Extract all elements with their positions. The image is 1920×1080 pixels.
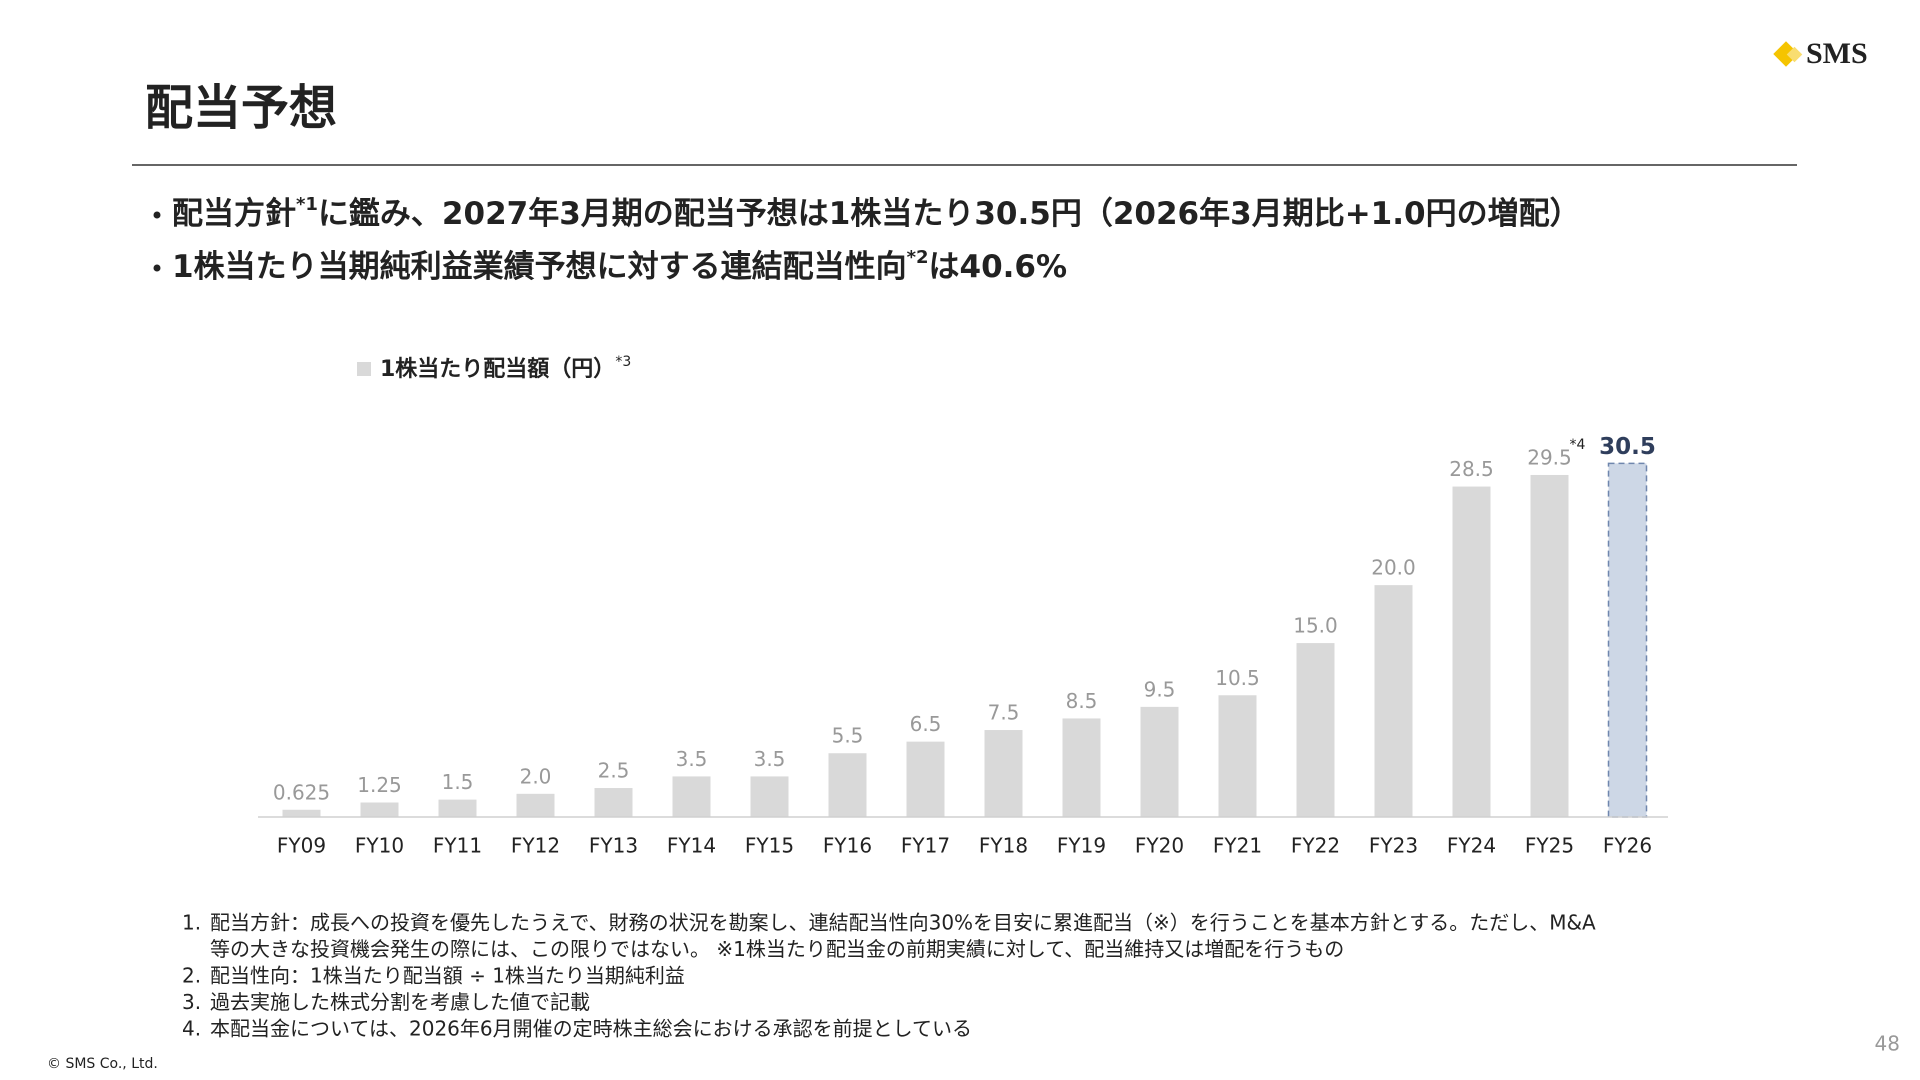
x-tick-label: FY19 [1057, 834, 1106, 858]
page-number: 48 [1875, 1032, 1900, 1056]
footnote-number: 3. [182, 990, 201, 1014]
x-tick-label: FY12 [511, 834, 560, 858]
legend-label: 1株当たり配当額（円）*3 [380, 354, 631, 382]
x-tick-label: FY11 [433, 834, 482, 858]
bar [594, 788, 633, 817]
bar [282, 809, 321, 817]
value-label: 2.5 [598, 759, 630, 783]
bullet-segment: に鑑み、2027年3月期の配当予想は1株当たり30.5円（2026年3月期比+1… [318, 196, 1581, 232]
bar [1530, 474, 1569, 817]
legend-name: 1株当たり配当額（円） [380, 356, 615, 382]
bar [1607, 462, 1648, 818]
copyright: © SMS Co., Ltd. [47, 1056, 158, 1072]
bullet-segment: 配当方針 [172, 196, 296, 232]
bar [438, 799, 477, 817]
bar [906, 741, 945, 817]
bar [984, 730, 1023, 817]
x-tick-label: FY24 [1447, 834, 1496, 858]
value-label: 29.5 [1527, 445, 1572, 469]
footnote-number: 4. [182, 1017, 201, 1041]
bar [1296, 643, 1335, 817]
bullets: 配当方針*1に鑑み、2027年3月期の配当予想は1株当たり30.5円（2026年… [153, 194, 1581, 285]
x-tick-label: FY13 [589, 834, 638, 858]
logo-text: SMS [1806, 37, 1868, 70]
value-label: 10.5 [1215, 666, 1260, 690]
footnotes: 1. 配当方針：成長への投資を優先したうえで、財務の状況を勘案し、連結配当性向30… [182, 911, 1596, 1041]
value-label: 0.625 [273, 780, 330, 804]
bar [1452, 486, 1491, 817]
bullet-segment: は40.6% [929, 249, 1068, 285]
value-label: 30.5 [1599, 434, 1656, 460]
bar [1062, 718, 1101, 817]
x-tick-label: FY18 [979, 834, 1028, 858]
value-label: 1.25 [357, 773, 402, 797]
superscript: *3 [615, 354, 631, 370]
bar [828, 753, 867, 817]
x-tick-label: FY25 [1525, 834, 1574, 858]
logo-diamond [1786, 46, 1803, 63]
bar [750, 776, 789, 817]
bar [360, 802, 399, 817]
chart: 1株当たり配当額（円）*3 0.625 1.25 1.5 2.0 2.5 3.5 3.5 5.5… [258, 354, 1668, 858]
bullet-text: 1株当たり当期純利益業績予想に対する連結配当性向*2は40.6% [172, 247, 1067, 284]
footnote-text: 配当方針：成長への投資を優先したうえで、財務の状況を勘案し、連結配当性向30%を… [210, 911, 1596, 935]
footnote-text: 本配当金については、2026年6月開催の定時株主総会における承認を前提としている [210, 1017, 972, 1041]
x-tick-label: FY17 [901, 834, 950, 858]
legend-swatch [357, 362, 371, 376]
slide-title: 配当予想 [145, 80, 337, 136]
x-tick-label: FY26 [1603, 834, 1652, 858]
bar [1140, 706, 1179, 817]
value-label: 6.5 [910, 712, 942, 736]
footnote-text: 配当性向：1株当たり配当額 ÷ 1株当たり当期純利益 [210, 964, 685, 988]
value-label: 7.5 [988, 701, 1020, 725]
x-tick-label: FY23 [1369, 834, 1418, 858]
x-tick-label: FY14 [667, 834, 716, 858]
bullet-dot [153, 211, 161, 219]
bar [672, 776, 711, 817]
value-label: 1.5 [442, 770, 474, 794]
bar [516, 793, 555, 817]
value-label: 9.5 [1144, 677, 1176, 701]
x-tick-label: FY09 [277, 834, 326, 858]
value-label: 20.0 [1371, 556, 1416, 580]
x-tick-label: FY10 [355, 834, 404, 858]
value-label: 2.0 [520, 764, 552, 788]
bullet-segment: 1株当たり当期純利益業績予想に対する連結配当性向 [172, 249, 907, 285]
value-label: 8.5 [1066, 689, 1098, 713]
footnote-number: 2. [182, 964, 201, 988]
value-label: 3.5 [676, 747, 708, 771]
bar [1218, 695, 1257, 817]
footnote-number: 1. [182, 911, 201, 935]
annotation: *4 [1570, 437, 1586, 453]
x-tick-label: FY22 [1291, 834, 1340, 858]
superscript: *2 [907, 247, 929, 268]
superscript: *1 [296, 194, 318, 215]
x-tick-label: FY16 [823, 834, 872, 858]
value-label: 3.5 [754, 747, 786, 771]
footnote-text: 過去実施した株式分割を考慮した値で記載 [210, 990, 590, 1014]
bar [1374, 585, 1413, 817]
x-tick-label: FY21 [1213, 834, 1262, 858]
bullet-text: 配当方針*1に鑑み、2027年3月期の配当予想は1株当たり30.5円（2026年… [172, 194, 1581, 231]
value-label: 5.5 [832, 724, 864, 748]
value-label: 15.0 [1293, 614, 1338, 638]
x-tick-label: FY15 [745, 834, 794, 858]
footnote-text: 等の大きな投資機会発生の際には、この限りではない。 ※1株当たり配当金の前期実績… [210, 937, 1344, 961]
value-label: 28.5 [1449, 457, 1494, 481]
bullet-dot [153, 264, 161, 272]
x-tick-label: FY20 [1135, 834, 1184, 858]
